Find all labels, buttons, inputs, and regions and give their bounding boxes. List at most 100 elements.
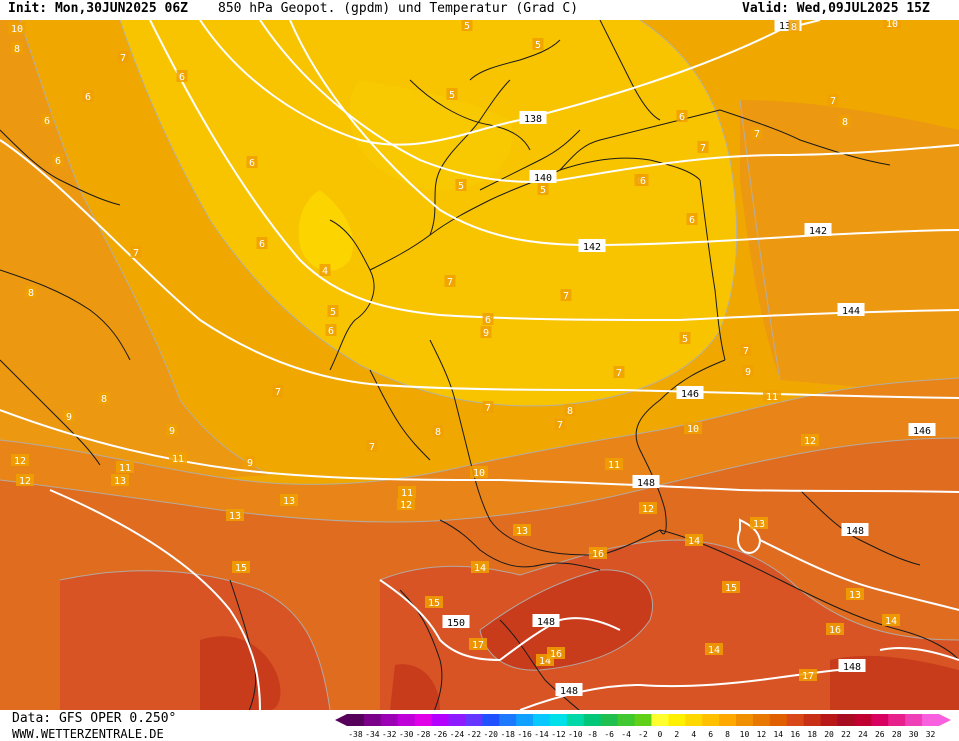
svg-text:7: 7 xyxy=(485,403,491,414)
temp-field-16-18-southwest xyxy=(200,636,281,710)
svg-text:10: 10 xyxy=(11,24,23,35)
svg-text:13: 13 xyxy=(283,496,295,507)
temperature-label: 7 xyxy=(117,51,129,64)
temperature-label: 6 xyxy=(676,110,688,123)
isotherms xyxy=(0,20,959,710)
svg-text:7: 7 xyxy=(563,291,569,302)
legend-swatch xyxy=(347,714,365,726)
temperature-label: 11 xyxy=(605,458,623,471)
temperature-label: 11 xyxy=(763,390,781,403)
temperature-label: 9 xyxy=(244,456,256,469)
data-source: Data: GFS OPER 0.250° xyxy=(12,711,177,726)
temperature-label: 7 xyxy=(366,440,378,453)
legend-swatch xyxy=(414,714,433,726)
svg-text:140: 140 xyxy=(534,173,552,184)
geopotential-label: 146 xyxy=(676,386,704,400)
legend-swatch xyxy=(752,714,771,726)
temp-field-4-6-center xyxy=(120,20,737,406)
temp-field-2-4-core xyxy=(298,190,354,271)
temperature-label: 6 xyxy=(246,156,258,169)
svg-text:15: 15 xyxy=(725,583,737,594)
svg-text:144: 144 xyxy=(842,306,860,317)
temperature-label: 12 xyxy=(639,502,657,515)
svg-text:16: 16 xyxy=(829,625,841,636)
svg-text:6: 6 xyxy=(259,239,265,250)
temperature-label: 15 xyxy=(722,581,740,594)
svg-text:12: 12 xyxy=(19,476,31,487)
legend-tick-label: -32 xyxy=(382,730,397,739)
svg-text:15: 15 xyxy=(428,598,440,609)
temperature-label: 12 xyxy=(11,454,29,467)
temperature-label: 8 xyxy=(839,115,851,128)
svg-text:7: 7 xyxy=(700,143,706,154)
temperature-label: 13 xyxy=(226,509,244,522)
temp-field-8-10-northeast xyxy=(740,100,959,400)
svg-text:10: 10 xyxy=(886,20,898,30)
svg-text:16: 16 xyxy=(550,649,562,660)
svg-text:150: 150 xyxy=(447,618,465,629)
svg-text:11: 11 xyxy=(119,463,131,474)
legend-swatch xyxy=(448,714,466,726)
svg-text:148: 148 xyxy=(560,686,578,697)
temperature-label: 4 xyxy=(319,264,331,277)
svg-text:7: 7 xyxy=(754,129,760,140)
svg-text:148: 148 xyxy=(537,617,555,628)
temperature-label: 16 xyxy=(826,623,844,636)
legend-swatch xyxy=(516,714,534,726)
legend-swatch xyxy=(363,714,382,726)
legend-swatch xyxy=(820,714,839,726)
temperature-label: 6 xyxy=(41,114,53,127)
legend-swatch xyxy=(617,714,636,726)
legend-swatch xyxy=(499,714,517,726)
svg-text:148: 148 xyxy=(637,478,655,489)
geopotential-label: 142 xyxy=(804,223,832,237)
temperature-label: 9 xyxy=(742,365,754,378)
svg-text:13: 13 xyxy=(849,590,861,601)
temperature-label: 5 xyxy=(532,38,544,51)
svg-text:12: 12 xyxy=(400,500,412,511)
legend-tick-label: -12 xyxy=(551,730,566,739)
svg-text:6: 6 xyxy=(679,112,685,123)
legend-swatch xyxy=(905,714,923,726)
geopotential-label: 144 xyxy=(837,303,865,317)
svg-text:8: 8 xyxy=(101,394,107,405)
geopotential-label: 148 xyxy=(555,683,583,697)
temperature-label: 6 xyxy=(176,70,188,83)
temperature-label: 8 xyxy=(564,404,576,417)
legend-swatch xyxy=(803,714,822,726)
svg-text:14: 14 xyxy=(539,656,551,667)
svg-text:6: 6 xyxy=(44,116,50,127)
temperature-label: 15 xyxy=(232,561,250,574)
legend-tick-label: -4 xyxy=(621,730,631,739)
temperature-label: 11 xyxy=(116,461,134,474)
temperature-label: 6 xyxy=(637,174,649,187)
legend-tick-label: 20 xyxy=(824,730,834,739)
temperature-label: 6 xyxy=(325,324,337,337)
geopotential-label: 140 xyxy=(529,170,557,184)
legend-tick-label: -18 xyxy=(500,730,515,739)
legend-swatch xyxy=(583,714,602,726)
legend-swatch xyxy=(888,714,906,726)
legend-tick-label: 6 xyxy=(708,730,713,739)
temperature-labels: 4555555566666666666677777777777778888888… xyxy=(8,20,901,682)
svg-text:14: 14 xyxy=(885,616,897,627)
svg-text:14: 14 xyxy=(688,536,700,547)
temperature-label: 13 xyxy=(846,588,864,601)
temperature-label: 11 xyxy=(169,452,187,465)
svg-text:6: 6 xyxy=(689,215,695,226)
legend-swatch xyxy=(482,714,500,726)
temperature-label: 13 xyxy=(750,517,768,530)
temperature-label: 7 xyxy=(697,141,709,154)
legend-tick-label: -24 xyxy=(450,730,465,739)
svg-text:14: 14 xyxy=(474,563,486,574)
temperature-label: 7 xyxy=(560,289,572,302)
init-time: Init: Mon,30JUN2025 06Z xyxy=(8,1,189,16)
legend-tick-label: 18 xyxy=(807,730,817,739)
legend-tick-label: -38 xyxy=(348,730,363,739)
temperature-label: 7 xyxy=(554,418,566,431)
geopotential-label: 148 xyxy=(841,523,869,537)
legend-tick-label: -26 xyxy=(433,730,448,739)
valid-time: Valid: Wed,09JUL2025 15Z xyxy=(742,1,930,16)
temperature-label: 12 xyxy=(16,474,34,487)
temperature-label: 14 xyxy=(705,643,723,656)
